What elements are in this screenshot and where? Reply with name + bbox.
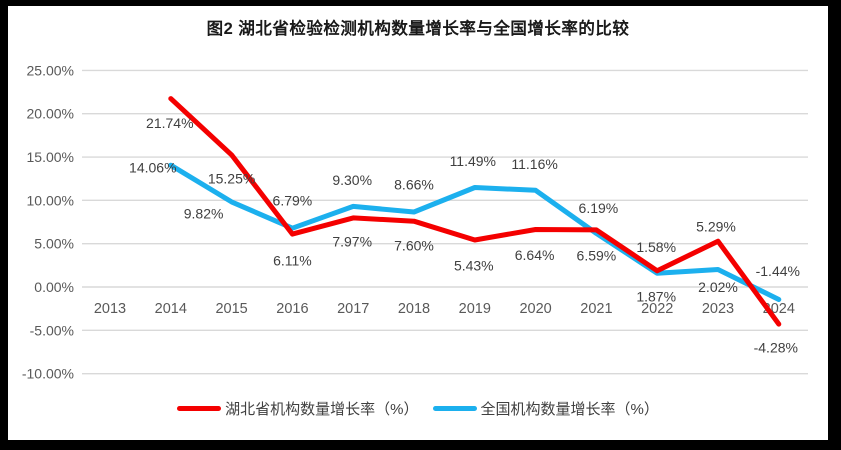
x-axis-label: 2022 [641,301,673,317]
data-label-national: 11.49% [450,153,496,169]
data-label-hubei: 7.60% [394,238,434,254]
data-label-national: 1.58% [636,239,676,255]
x-axis-label: 2021 [580,301,612,317]
series-line-hubei [168,96,782,327]
data-label-national: 9.30% [332,172,372,188]
data-label-hubei: 5.29% [696,219,736,235]
x-axis-label: 2014 [155,301,187,317]
data-label-hubei: 7.97% [332,233,372,249]
data-label-hubei: 6.64% [515,247,555,263]
data-label-national: 9.82% [184,205,224,221]
x-axis-label: 2013 [94,301,126,317]
data-label-hubei: 21.74% [146,115,193,131]
y-tick-label: -5.00% [30,322,74,338]
hubei-line-swatch [177,406,222,411]
national-line-swatch [432,406,477,411]
x-axis-label: 2023 [702,301,734,317]
data-label-hubei: 6.11% [273,253,312,269]
series-line-national [168,162,782,302]
legend-item-hubei: 湖北省机构数量增长率（%） [177,398,419,419]
x-axis-label: 2020 [519,301,551,317]
data-label-hubei: 6.59% [577,247,617,263]
data-label-hubei: 5.43% [454,257,494,273]
legend-item-national: 全国机构数量增长率（%） [432,398,659,419]
x-axis-label: 2017 [337,301,369,317]
y-tick-label: 5.00% [34,236,74,252]
legend-label-national: 全国机构数量增长率（%） [480,401,659,418]
data-label-national: 2.02% [698,279,738,295]
y-tick-label: 25.00% [27,62,74,78]
y-tick-label: 20.00% [27,106,74,122]
data-label-hubei: -4.28% [754,340,798,356]
data-label-national: 6.79% [273,193,313,209]
chart-legend: 湖北省机构数量增长率（%） 全国机构数量增长率（%） [8,398,828,419]
chart-title: 图2 湖北省检验检测机构数量增长率与全国增长率的比较 [206,20,630,38]
line-chart: 25.00% 20.00% 15.00% 10.00% 5.00% 0.00% -5.00%… [22,62,808,382]
x-axis-label: 2018 [398,301,430,317]
x-axis-label: 2019 [459,301,491,317]
data-label-national: 11.16% [511,156,557,172]
x-axis-label: 2015 [215,301,247,317]
data-label-national: 14.06% [129,160,176,176]
data-label-hubei: 1.87% [636,288,676,304]
data-label-national: -1.44% [756,263,800,279]
data-label-national: 6.19% [579,200,619,216]
data-label-hubei: 15.25% [208,170,255,186]
data-label-national: 8.66% [394,176,434,192]
legend-label-hubei: 湖北省机构数量增长率（%） [225,401,419,418]
x-axis-label: 2016 [276,301,308,317]
y-tick-label: -10.00% [22,366,74,382]
y-tick-label: 15.00% [27,149,74,165]
y-tick-label: 0.00% [34,279,74,295]
y-tick-label: 10.00% [27,192,74,208]
